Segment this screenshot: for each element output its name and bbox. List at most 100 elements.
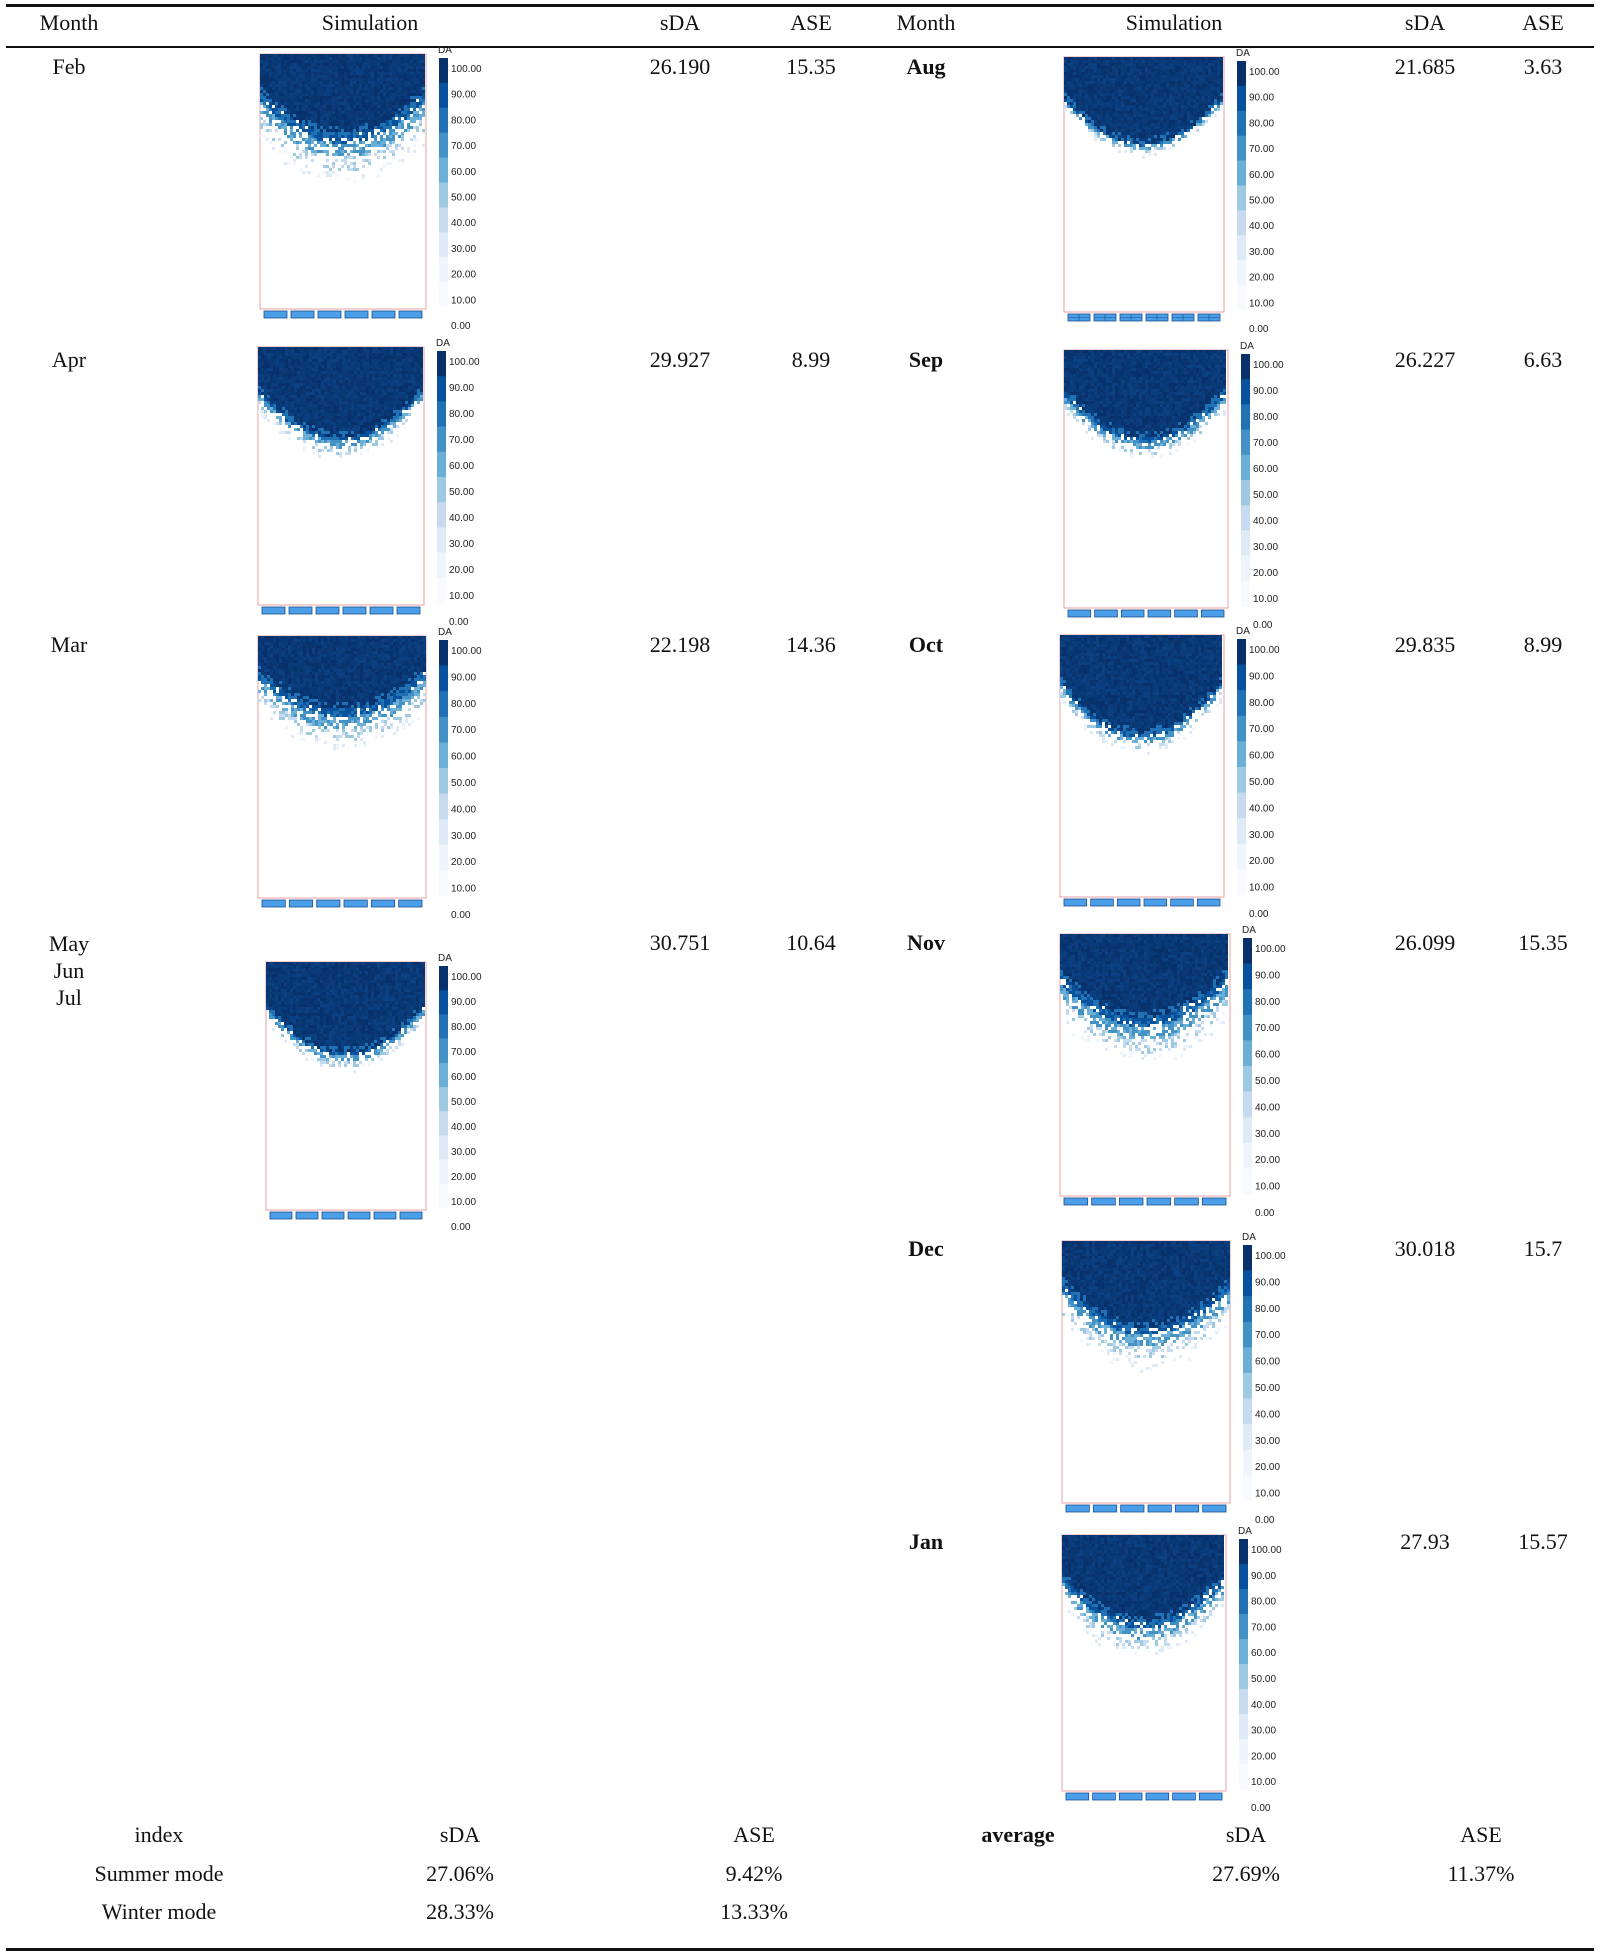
window-pane bbox=[288, 899, 314, 908]
legend-swatch bbox=[439, 691, 448, 718]
legend-swatch bbox=[1243, 1398, 1252, 1425]
legend-swatch bbox=[1237, 843, 1246, 870]
window-pane bbox=[1170, 898, 1194, 907]
legend-tick-label: 30.00 bbox=[451, 244, 476, 255]
legend-swatch bbox=[439, 107, 448, 133]
legend-tick-label: 30.00 bbox=[1249, 830, 1274, 841]
legend-swatch bbox=[1237, 767, 1246, 793]
sda-cell: 29.835 bbox=[1394, 632, 1456, 657]
ase-cell: 14.36 bbox=[786, 632, 836, 657]
legend-title: DA bbox=[436, 338, 450, 349]
window-pane bbox=[1120, 1504, 1145, 1513]
window-pane bbox=[1143, 898, 1168, 907]
legend-tick-label: 30.00 bbox=[1255, 1129, 1280, 1140]
legend-tick-label: 100.00 bbox=[1255, 1251, 1286, 1262]
ase-cell: 15.7 bbox=[1523, 1236, 1563, 1261]
window-pane bbox=[1198, 1792, 1223, 1801]
legend-tick-label: 70.00 bbox=[451, 1047, 476, 1058]
simulation-svg: DA 100.00 90.00 80.00 70.00 60.00 50.00 40.00 30… bbox=[257, 627, 482, 921]
simulation-svg: DA 100.00 90.00 80.00 70.00 60.00 50.00 40.00 30… bbox=[1059, 925, 1286, 1219]
simulation-svg: DA 100.00 90.00 80.00 70.00 60.00 50.00 40.00 30… bbox=[1063, 341, 1284, 631]
legend-tick-label: 50.00 bbox=[1249, 777, 1274, 788]
summary-ase-header: ASE bbox=[733, 1822, 775, 1847]
header-simulation: Simulation bbox=[1125, 10, 1223, 35]
legend-swatch bbox=[439, 232, 448, 258]
legend-tick-label: 40.00 bbox=[451, 218, 476, 229]
legend-swatch bbox=[1237, 160, 1246, 186]
month-cell: May Jun Jul bbox=[49, 930, 89, 1011]
simulation-svg: DA 100.00 90.00 80.00 70.00 60.00 50.00 40.00 30… bbox=[1063, 48, 1280, 335]
legend-tick-label: 70.00 bbox=[1251, 1622, 1276, 1633]
legend-tick-label: 10.00 bbox=[1255, 1489, 1280, 1500]
simulation-svg: DA 100.00 90.00 80.00 70.00 60.00 50.00 40.00 30… bbox=[259, 45, 482, 332]
legend-tick-label: 50.00 bbox=[1255, 1076, 1280, 1087]
window-pane bbox=[295, 1211, 319, 1220]
summary-index: Summer mode bbox=[94, 1861, 224, 1886]
legend-swatch bbox=[439, 1183, 448, 1209]
da-legend: DA 100.00 90.00 80.00 70.00 60.00 50.00 40.00 30… bbox=[1240, 341, 1284, 631]
legend-swatch bbox=[1237, 664, 1246, 691]
average-sda: 27.69% bbox=[1212, 1861, 1280, 1886]
summary-ase: 13.33% bbox=[720, 1899, 788, 1924]
month-cell: Feb bbox=[52, 54, 86, 79]
summary-sda-header: sDA bbox=[439, 1822, 481, 1847]
legend-swatch bbox=[439, 282, 448, 308]
window-pane bbox=[1065, 1792, 1090, 1801]
month-cell: Dec bbox=[908, 1236, 944, 1261]
window-pane bbox=[399, 1211, 423, 1220]
window-pane bbox=[1120, 609, 1145, 618]
legend-swatch bbox=[1241, 404, 1250, 430]
legend-swatch bbox=[1243, 989, 1252, 1016]
legend-swatch bbox=[1243, 1117, 1252, 1144]
legend-tick-label: 50.00 bbox=[449, 487, 474, 498]
window-pane bbox=[398, 899, 423, 908]
legend-tick-label: 100.00 bbox=[1249, 67, 1280, 78]
daylight-heatmap bbox=[1062, 1535, 1224, 1655]
legend-swatch bbox=[437, 451, 446, 478]
legend-tick-label: 70.00 bbox=[1255, 1023, 1280, 1034]
window-pane bbox=[1063, 898, 1088, 907]
window-pane bbox=[269, 1211, 293, 1220]
legend-tick-label: 100.00 bbox=[1249, 645, 1280, 656]
window-pane bbox=[396, 606, 421, 615]
legend-tick-label: 30.00 bbox=[1255, 1436, 1280, 1447]
legend-tick-label: 10.00 bbox=[1249, 883, 1274, 894]
legend-tick-label: 70.00 bbox=[1249, 724, 1274, 735]
legend-swatch bbox=[1237, 792, 1246, 819]
legend-tick-label: 0.00 bbox=[1251, 1803, 1271, 1814]
daylight-heatmap bbox=[258, 636, 426, 750]
legend-swatch bbox=[439, 819, 448, 846]
window-pane bbox=[321, 1211, 345, 1220]
legend-swatch bbox=[1241, 580, 1250, 607]
window-pane bbox=[1116, 898, 1141, 907]
legend-swatch bbox=[1237, 260, 1246, 286]
legend-tick-label: 80.00 bbox=[449, 409, 474, 420]
legend-swatch bbox=[1237, 715, 1246, 742]
legend-swatch bbox=[1243, 1373, 1252, 1399]
window-pane bbox=[1094, 609, 1118, 618]
legend-swatch bbox=[1239, 1639, 1248, 1665]
daylight-heatmap bbox=[1062, 1241, 1230, 1373]
legend-tick-label: 50.00 bbox=[451, 193, 476, 204]
da-legend: DA 100.00 90.00 80.00 70.00 60.00 50.00 40.00 30… bbox=[1242, 925, 1286, 1219]
sda-cell: 26.190 bbox=[649, 54, 711, 79]
legend-swatch bbox=[439, 844, 448, 871]
ase-cell: 15.35 bbox=[1518, 930, 1568, 955]
da-legend: DA 100.00 90.00 80.00 70.00 60.00 50.00 40.00 30… bbox=[1236, 626, 1280, 920]
legend-tick-label: 90.00 bbox=[451, 672, 476, 683]
legend-tick-label: 40.00 bbox=[1251, 1700, 1276, 1711]
legend-swatch bbox=[439, 1014, 448, 1039]
legend-tick-label: 40.00 bbox=[1255, 1409, 1280, 1420]
legend-swatch bbox=[1239, 1564, 1248, 1590]
window-pane bbox=[1172, 1792, 1196, 1801]
ase-cell: 15.35 bbox=[786, 54, 836, 79]
legend-tick-label: 80.00 bbox=[1249, 698, 1274, 709]
daylight-simulation-map: DA 100.00 90.00 80.00 70.00 60.00 50.00 40.00 30… bbox=[265, 953, 488, 1233]
legend-tick-label: 0.00 bbox=[1249, 909, 1269, 920]
window-pane bbox=[261, 606, 286, 615]
daylight-heatmap bbox=[258, 347, 423, 458]
legend-tick-label: 40.00 bbox=[449, 513, 474, 524]
legend-tick-label: 60.00 bbox=[449, 461, 474, 472]
average-label: average bbox=[981, 1822, 1055, 1847]
legend-tick-label: 60.00 bbox=[451, 1072, 476, 1083]
